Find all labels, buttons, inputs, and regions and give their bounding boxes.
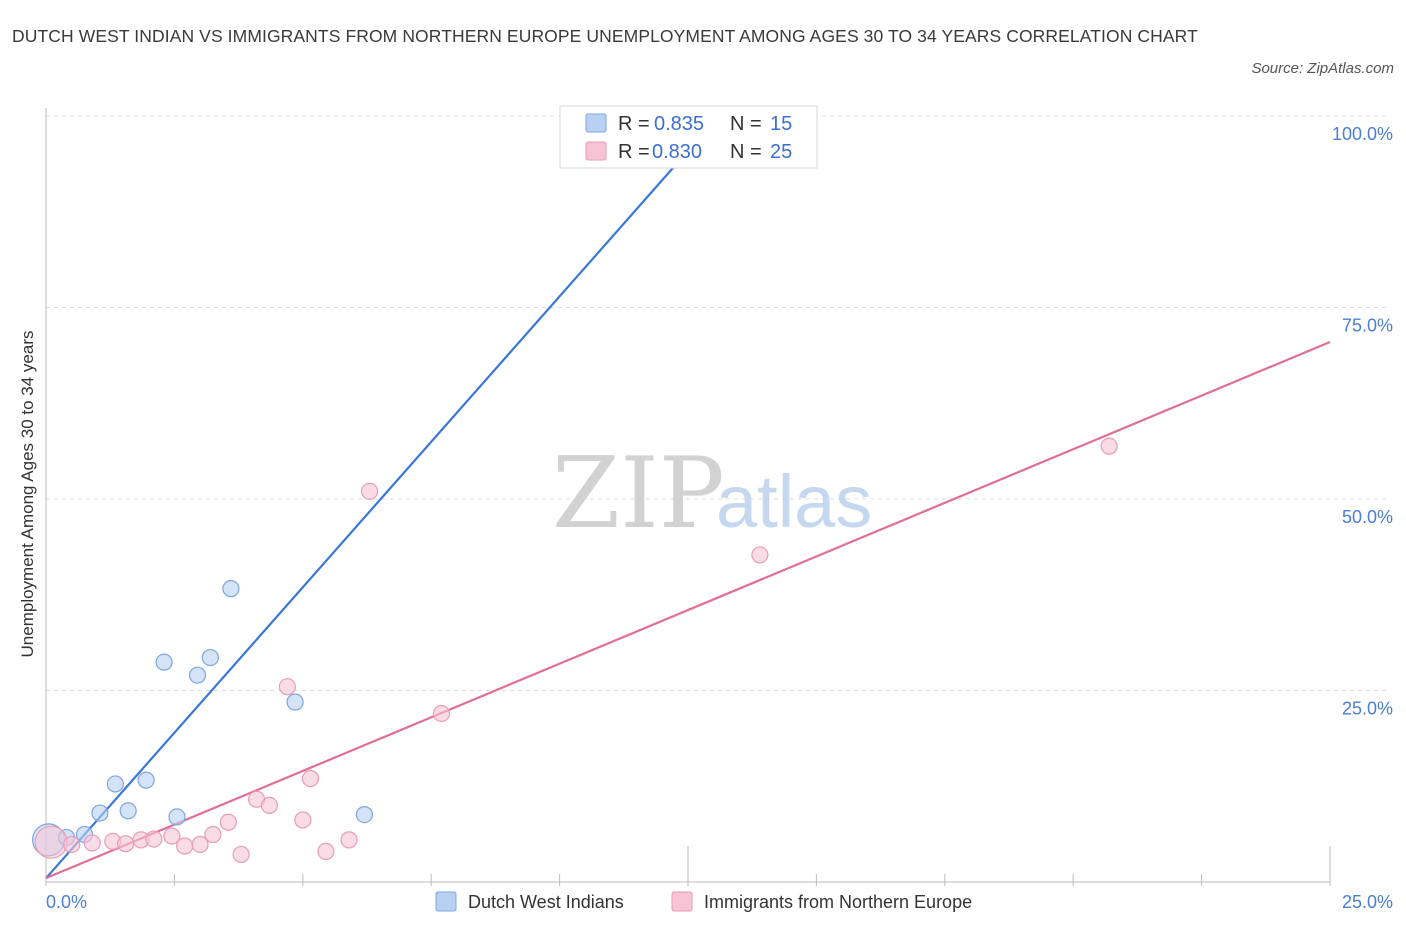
data-point-blue [222,580,240,598]
legend-swatch-immigrants-northern-europe [671,891,693,912]
data-point-pink [278,678,296,696]
data-point-pink [360,482,379,500]
watermark-zip: ZIP [552,437,725,551]
y-axis-title: Unemployment Among Ages 30 to 34 years [18,331,37,658]
data-point-pink [340,831,358,849]
stats-n-value-blue: 15 [770,113,792,135]
data-point-pink [219,813,237,831]
x-tick-label: 0.0% [46,892,87,912]
y-tick-labels: 100.0% 75.0% 50.0% 25.0% [1332,124,1393,719]
stats-swatch-blue [585,113,607,133]
stats-n-value-pink: 25 [770,141,792,163]
stats-legend: R = 0.835 N = 15 R = 0.830 N = 25 [559,105,818,169]
legend-label-immigrants-northern-europe: Immigrants from Northern Europe [704,892,972,912]
series-legend: Dutch West Indians Immigrants from North… [435,891,972,912]
trend-line-pink [45,340,1331,880]
stats-swatch-pink [585,141,607,161]
axis-layer [45,108,1331,886]
data-point-pink [63,835,81,854]
data-point-pink [432,704,451,723]
data-point-pink [191,835,209,854]
x-tick-labels: 0.0% 25.0% [46,892,1393,912]
data-point-pink [176,837,194,855]
stats-r-label-pink: R = [618,141,650,163]
stats-n-label-blue: N = [730,113,762,135]
trend-layer [45,115,1331,880]
data-point-blue [168,808,186,826]
data-point-pink [117,835,135,853]
point-layer [31,108,1118,864]
x-tick-label: 25.0% [1342,892,1393,912]
chart-title: DUTCH WEST INDIAN VS IMMIGRANTS FROM NOR… [12,26,1198,46]
data-point-blue [155,653,173,671]
data-point-pink [232,845,250,864]
trend-line-blue [45,115,720,879]
data-point-pink [751,546,769,564]
data-point-blue [286,693,304,711]
stats-r-label-blue: R = [618,113,650,135]
data-point-pink [34,825,68,859]
data-point-pink [301,769,320,788]
data-point-blue [137,771,155,789]
data-point-pink [83,834,101,852]
data-point-blue [355,805,374,824]
stats-n-label-pink: N = [730,141,762,163]
data-point-pink [260,796,279,815]
data-point-blue [91,804,109,822]
watermark-atlas: atlas [716,460,872,543]
data-point-blue [119,802,137,820]
data-point-pink [163,827,181,845]
y-tick-label: 25.0% [1342,699,1393,719]
source-label: Source: ZipAtlas.com [1251,60,1394,77]
legend-swatch-dutch-west-indians [435,891,457,912]
grid-layer [46,115,1390,691]
watermark: ZIP atlas [552,437,872,551]
y-tick-label: 50.0% [1342,507,1393,527]
data-point-pink [294,811,312,829]
data-point-pink [145,830,163,848]
data-point-pink [317,842,335,860]
data-point-blue [106,775,124,793]
data-point-blue [188,666,207,684]
stats-r-value-pink: 0.830 [652,141,702,163]
y-tick-label: 75.0% [1342,316,1393,336]
stats-r-value-blue: 0.835 [654,113,704,135]
data-point-pink [1100,437,1118,455]
y-tick-label: 100.0% [1332,124,1393,144]
legend-label-dutch-west-indians: Dutch West Indians [468,892,624,912]
data-point-blue [201,648,219,667]
data-point-pink [204,825,222,844]
